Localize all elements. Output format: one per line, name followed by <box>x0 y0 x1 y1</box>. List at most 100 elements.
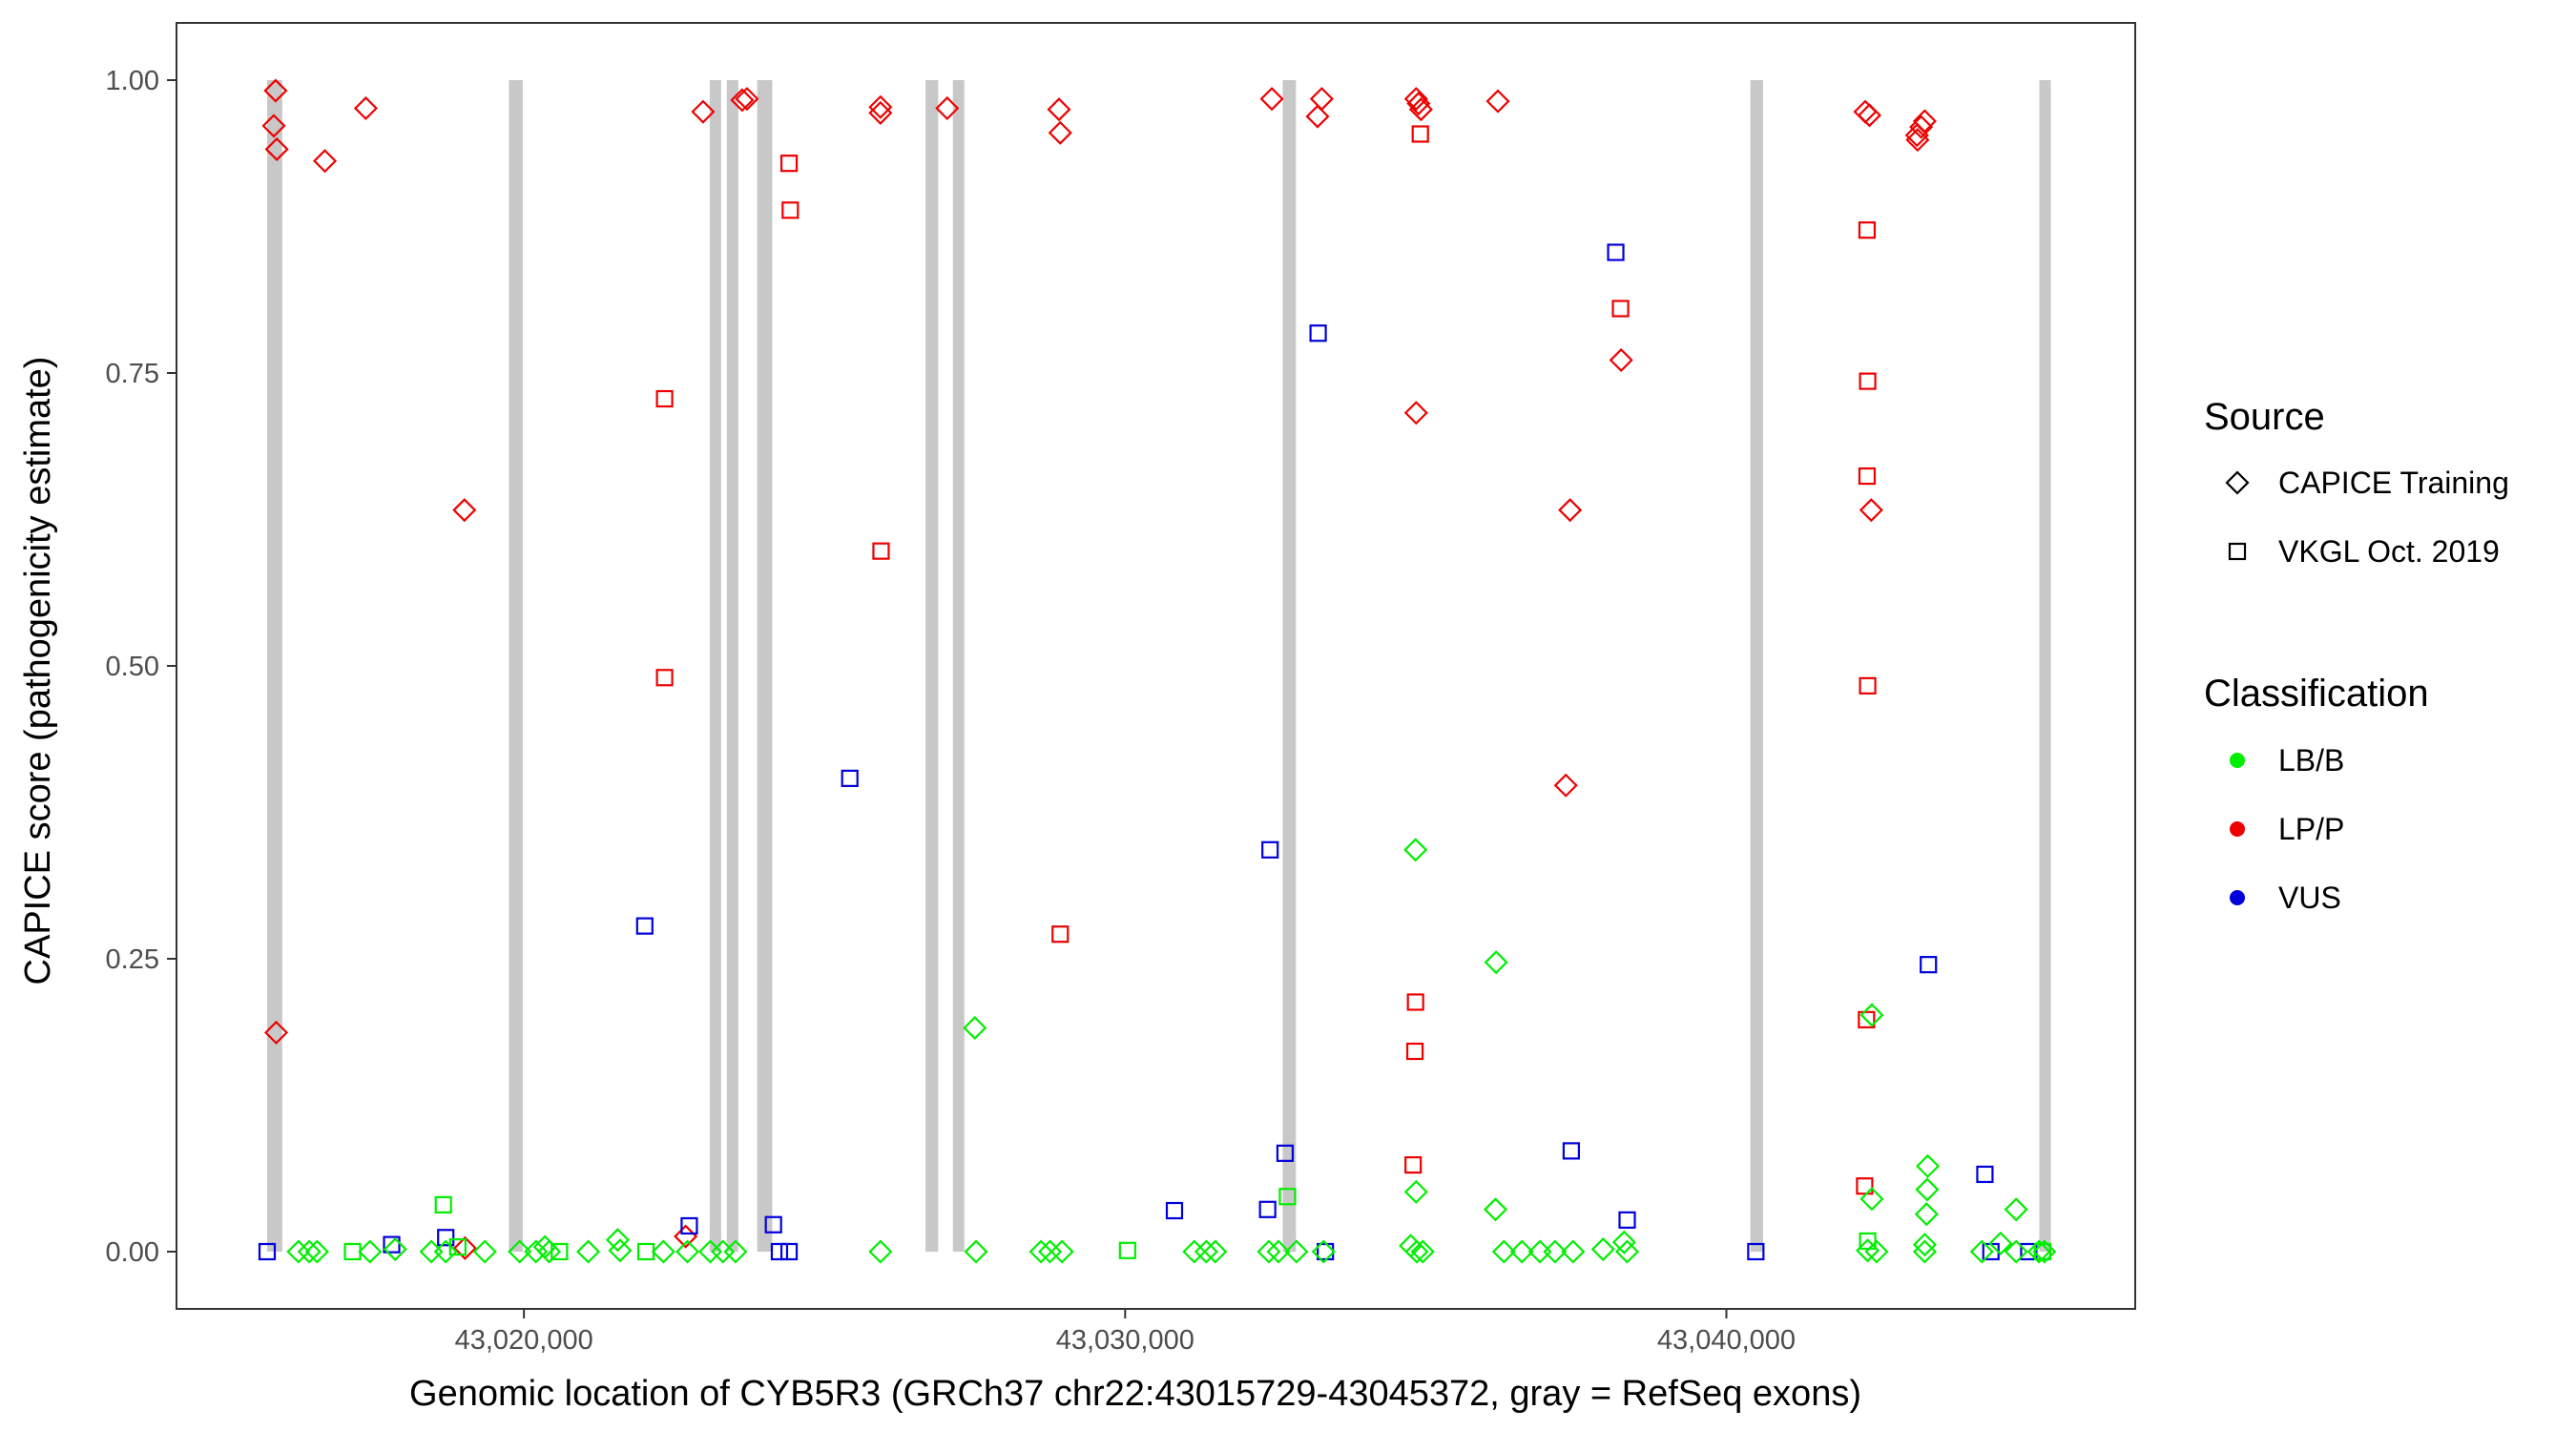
data-point-square <box>383 1235 401 1254</box>
exon-band <box>726 80 738 1252</box>
legend-label: LB/B <box>2278 743 2344 778</box>
exon-band <box>267 80 282 1252</box>
legend-title-source: Source <box>2204 396 2325 438</box>
data-point-square <box>1611 300 1630 318</box>
data-point-diamond <box>261 114 286 138</box>
data-point-diamond <box>263 78 288 103</box>
data-point-diamond <box>2026 1239 2051 1264</box>
data-point-diamond <box>608 1238 633 1263</box>
axes: 0.00 0.25 0.50 0.75 1.00 43,020,000 43,030,000… <box>106 66 1797 1356</box>
x-axis-title: Genomic location of CYB5R3 (GRCh37 chr22… <box>409 1374 1861 1414</box>
data-point-square <box>655 669 674 687</box>
data-point-square <box>1258 1200 1277 1218</box>
data-point-diamond <box>868 100 893 125</box>
data-point-diamond <box>1049 1239 1074 1264</box>
x-tick-label: 43,020,000 <box>455 1325 593 1356</box>
data-point-diamond <box>963 1015 987 1041</box>
data-point-diamond <box>1969 1239 1994 1264</box>
y-axis-title: CAPICE score (pathogenicity estimate) <box>18 357 58 985</box>
data-point-diamond <box>1912 1239 1937 1264</box>
exon-band <box>757 80 773 1252</box>
data-point-diamond <box>1182 1239 1207 1264</box>
data-point-diamond <box>1484 950 1508 975</box>
data-point-square <box>1856 1177 1874 1195</box>
data-point-diamond <box>1553 773 1578 798</box>
data-point-diamond <box>1403 1179 1428 1204</box>
data-point-square <box>680 1216 698 1235</box>
data-point-diamond <box>1856 1238 1880 1263</box>
legend-label: LP/P <box>2278 812 2344 846</box>
data-point-diamond <box>1203 1239 1228 1264</box>
data-point-square <box>1118 1241 1136 1259</box>
data-point-diamond <box>452 498 477 523</box>
data-point-diamond <box>1609 347 1633 373</box>
data-point-square <box>1976 1165 1994 1184</box>
data-point-diamond <box>433 1239 458 1264</box>
exon-band <box>2039 80 2051 1252</box>
exon-band <box>509 80 523 1252</box>
data-point-diamond <box>297 1239 322 1264</box>
data-point-diamond <box>1410 1239 1435 1264</box>
data-point-square <box>1276 1144 1295 1162</box>
data-point-diamond <box>723 1239 748 1264</box>
data-point-diamond <box>263 1020 289 1045</box>
data-point-square <box>1858 1010 1876 1028</box>
data-point-diamond <box>1909 114 1934 139</box>
exon-band <box>709 80 721 1252</box>
data-point-diamond <box>1915 1177 1940 1202</box>
data-point-square <box>2020 1242 2038 1261</box>
data-point-diamond <box>1916 1153 1941 1178</box>
data-point-diamond <box>1403 87 1428 112</box>
data-point-square <box>258 1242 277 1261</box>
data-point-square <box>841 769 859 787</box>
data-point-diamond <box>2004 1197 2028 1222</box>
x-tick-label: 43,030,000 <box>1056 1325 1195 1356</box>
data-point-diamond <box>964 1239 988 1264</box>
data-point-diamond <box>1491 1239 1516 1264</box>
data-point-diamond <box>2004 1239 2028 1264</box>
data-point-diamond <box>472 1239 497 1264</box>
data-point-square <box>1404 1156 1423 1174</box>
data-point-diamond <box>1905 128 1930 153</box>
data-point-diamond <box>1048 120 1072 145</box>
legend-label: VKGL Oct. 2019 <box>2278 534 2500 569</box>
x-tick-label: 43,040,000 <box>1657 1325 1796 1356</box>
data-point-square <box>1920 956 1938 974</box>
data-point-square <box>779 1242 799 1261</box>
data-point-diamond <box>1611 1230 1636 1255</box>
data-point-diamond <box>1403 838 1428 862</box>
exon-band <box>952 80 965 1252</box>
data-point-diamond <box>1912 109 1937 134</box>
legend-key-diamond <box>2225 470 2250 495</box>
data-point-square <box>1858 467 1877 486</box>
y-tick-label: 0.75 <box>106 359 159 389</box>
data-point-diamond <box>1859 1187 1884 1212</box>
data-points <box>258 78 2057 1264</box>
data-point-diamond <box>1403 401 1428 425</box>
data-point-diamond <box>675 1239 700 1264</box>
legend-label: VUS <box>2278 881 2341 915</box>
legend-key-dot <box>2230 890 2245 905</box>
data-point-square <box>781 201 800 219</box>
data-point-diamond <box>537 1239 562 1264</box>
data-point-diamond <box>2032 1239 2057 1264</box>
data-point-square <box>1858 221 1877 239</box>
data-point-diamond <box>1914 1202 1939 1227</box>
data-point-square <box>1618 1211 1636 1229</box>
data-point-diamond <box>286 1239 311 1264</box>
data-point-diamond <box>1266 1239 1291 1264</box>
data-point-diamond <box>508 1239 532 1264</box>
data-point-diamond <box>313 149 338 174</box>
data-point-diamond <box>868 1239 893 1264</box>
data-point-diamond <box>1194 1239 1218 1264</box>
data-point-square <box>779 155 799 173</box>
data-point-diamond <box>1859 1003 1884 1027</box>
data-point-square <box>1607 243 1625 261</box>
data-point-square <box>551 1242 569 1261</box>
data-point-square <box>1278 1188 1297 1206</box>
y-tick-label: 0.25 <box>106 944 159 975</box>
data-point-square <box>770 1242 789 1261</box>
data-point-square <box>635 917 654 935</box>
exon-bands <box>267 80 2051 1252</box>
